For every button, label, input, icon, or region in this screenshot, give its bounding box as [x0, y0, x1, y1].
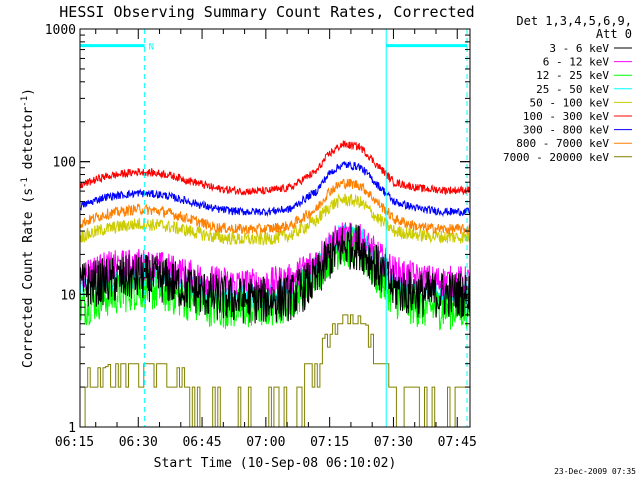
series-line-5: [79, 140, 471, 196]
legend-label-6: 300 - 800 keV: [523, 124, 609, 137]
x-tick-label: 06:45: [182, 435, 221, 450]
series-line-8: [80, 314, 468, 428]
y-tick-label: 1: [68, 421, 76, 436]
y-tick-label: 1000: [45, 23, 76, 38]
legend-label-7: 800 - 7000 keV: [516, 137, 609, 150]
series-line-0: [79, 223, 471, 324]
series-layer: [79, 140, 471, 428]
series-line-1: [79, 222, 471, 301]
legend-label-5: 100 - 300 keV: [523, 110, 609, 123]
x-tick-label: 07:30: [374, 435, 413, 450]
x-tick-label: 07:45: [438, 435, 477, 450]
x-tick-label: 07:00: [246, 435, 285, 450]
x-axis: 06:15 06:30 06:45 07:00 07:15 07:30 07:45: [55, 29, 477, 450]
legend-header-2: Att 0: [596, 27, 632, 41]
legend-label-3: 25 - 50 keV: [536, 83, 609, 96]
legend-label-4: 50 - 100 keV: [530, 96, 610, 109]
x-tick-label: 06:15: [55, 435, 94, 450]
x-tick-label: 06:30: [119, 435, 158, 450]
series-line-4: [79, 193, 471, 246]
y-axis-label-end: ): [21, 88, 36, 96]
x-tick-label: 07:15: [310, 435, 349, 450]
y-tick-label: 10: [60, 288, 76, 303]
y-axis: 1 10 100 1000: [45, 23, 470, 436]
x-axis-label: Start Time (10-Sep-08 06:10:02): [154, 456, 397, 471]
y-axis-label: Corrected Count Rate (s-1 detector-1): [20, 88, 36, 368]
plot-frame: [79, 28, 471, 428]
legend-label-2: 12 - 25 keV: [536, 69, 609, 82]
flag-bar-label-0: N: [149, 43, 154, 53]
legend-label-1: 6 - 12 keV: [543, 56, 610, 69]
y-axis-label-mid: detector: [21, 107, 36, 178]
legend-label-8: 7000 - 20000 keV: [503, 151, 609, 164]
chart-title: HESSI Observing Summary Count Rates, Cor…: [59, 3, 474, 21]
series-line-7: [79, 178, 471, 235]
y-axis-label-main: Corrected Count Rate (s: [21, 188, 36, 368]
legend-header-1: Det 1,3,4,5,6,9,: [516, 14, 632, 28]
legend-label-0: 3 - 6 keV: [549, 42, 609, 55]
footer-timestamp: 23-Dec-2009 07:35: [554, 467, 636, 476]
y-axis-label-sup2: -1: [20, 96, 30, 107]
y-tick-label: 100: [53, 156, 76, 171]
y-axis-label-sup1: -1: [20, 177, 30, 188]
